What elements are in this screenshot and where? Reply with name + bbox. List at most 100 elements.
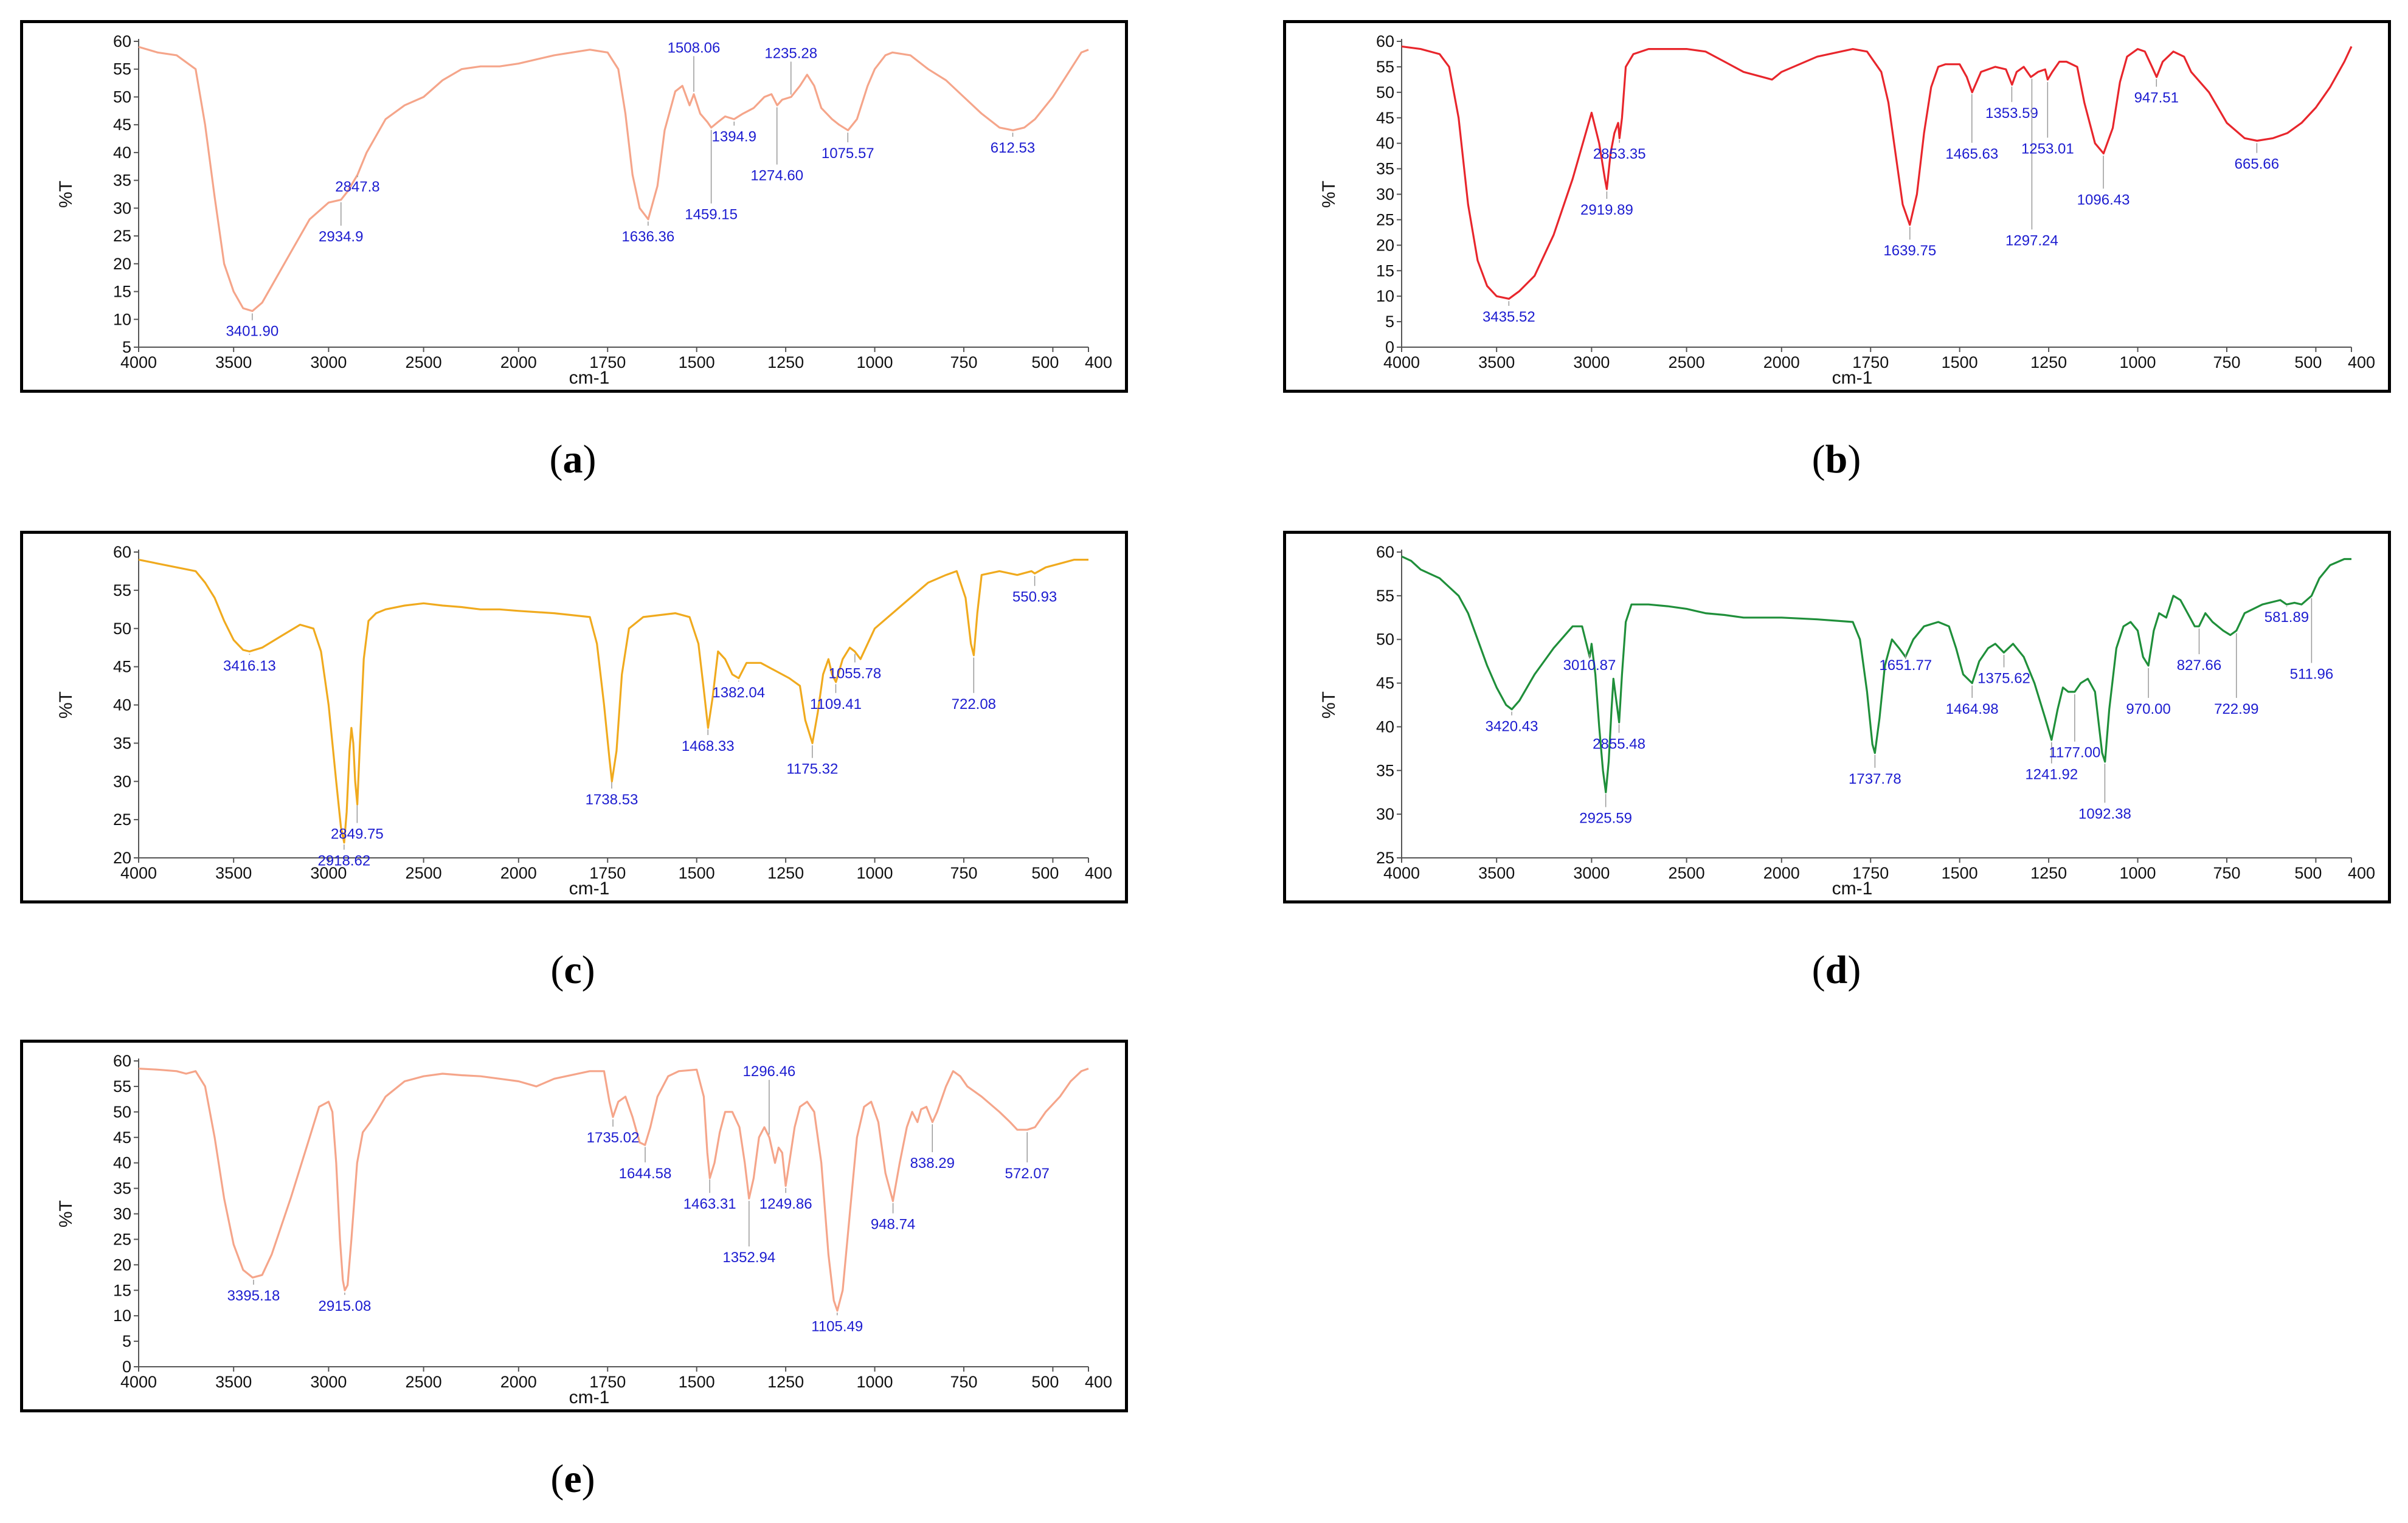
peak-label: 3401.90 bbox=[226, 323, 279, 340]
x-tick-label: 3000 bbox=[310, 864, 347, 882]
y-tick-label: 50 bbox=[113, 620, 131, 638]
y-tick-label: 25 bbox=[113, 227, 131, 245]
x-tick-label: 4000 bbox=[1383, 864, 1420, 882]
peak-label: 2915.08 bbox=[319, 1298, 372, 1314]
peak-label: 2855.48 bbox=[1593, 736, 1645, 752]
x-tick-label: 400 bbox=[1085, 353, 1112, 371]
x-tick-label: 4000 bbox=[120, 1373, 157, 1391]
y-tick-label: 10 bbox=[113, 310, 131, 328]
chart-panel-e: 0 5 10 15 20 25 30 35 40 45 50 55 60 4000 3500 3000 2500… bbox=[20, 1040, 1128, 1412]
chart-panel-d: 25 30 35 40 45 50 55 60 4000 3500 3000 2500 2000 1750… bbox=[1283, 531, 2391, 903]
peak-label: 722.99 bbox=[2214, 701, 2258, 717]
y-tick-label: 60 bbox=[1376, 543, 1394, 561]
chart-panel-c: 20 25 30 35 40 45 50 55 60 4000 3500 3000 2500 2000 17… bbox=[20, 531, 1128, 903]
peak-label: 2847.8 bbox=[335, 179, 379, 195]
x-tick-label: 400 bbox=[2348, 864, 2375, 882]
peak-label: 2918.62 bbox=[317, 853, 370, 869]
x-tick-label: 2000 bbox=[500, 353, 537, 371]
x-tick-label: 1500 bbox=[679, 353, 715, 371]
y-axis-label: %T bbox=[56, 1200, 76, 1228]
x-tick-label: 3000 bbox=[1573, 864, 1610, 882]
x-tick-label: 1250 bbox=[767, 864, 804, 882]
x-tick-label: 2500 bbox=[406, 864, 442, 882]
y-tick-label: 40 bbox=[113, 143, 131, 162]
y-tick-label: 45 bbox=[1376, 674, 1394, 692]
x-tick-label: 2000 bbox=[500, 1373, 537, 1391]
x-tick-label: 1750 bbox=[1852, 864, 1889, 882]
peak-label: 1241.92 bbox=[2025, 767, 2078, 783]
y-tick-label: 5 bbox=[1385, 313, 1394, 331]
y-tick-label: 60 bbox=[1376, 32, 1394, 50]
peak-label: 1508.06 bbox=[668, 40, 721, 56]
peak-label: 1459.15 bbox=[685, 207, 738, 223]
x-tick-label: 3500 bbox=[215, 1373, 252, 1391]
y-tick-label: 60 bbox=[113, 1052, 131, 1070]
peak-label: 1735.02 bbox=[587, 1130, 640, 1146]
peak-label: 1055.78 bbox=[828, 665, 881, 682]
y-axis-label: %T bbox=[1319, 691, 1339, 719]
ir-spectrum-e: 0 5 10 15 20 25 30 35 40 45 50 55 60 4000 3500 3000 2500… bbox=[56, 1052, 1112, 1407]
caption-c: (c) bbox=[550, 948, 595, 992]
x-tick-label: 1500 bbox=[679, 864, 715, 882]
x-tick-label: 3500 bbox=[1478, 864, 1515, 882]
x-tick-label: 1500 bbox=[1942, 864, 1978, 882]
peak-label: 1651.77 bbox=[1879, 657, 1932, 674]
y-tick-label: 30 bbox=[113, 199, 131, 217]
peak-label: 948.74 bbox=[871, 1217, 915, 1233]
y-tick-label: 45 bbox=[113, 658, 131, 676]
y-tick-label: 25 bbox=[113, 810, 131, 829]
y-tick-label: 0 bbox=[1385, 338, 1394, 356]
y-tick-label: 55 bbox=[1376, 587, 1394, 605]
peak-label: 1096.43 bbox=[2077, 192, 2130, 208]
ir-spectrum-d: 25 30 35 40 45 50 55 60 4000 3500 3000 2500 2000 1750… bbox=[1319, 543, 2375, 899]
y-tick-label: 35 bbox=[113, 171, 131, 190]
peak-label: 1738.53 bbox=[586, 792, 638, 808]
ir-spectrum-b: 0 5 10 15 20 25 30 35 40 45 50 55 60 4000 3500 3000 2500… bbox=[1319, 32, 2375, 388]
y-tick-label: 25 bbox=[113, 1230, 131, 1248]
chart-panel-a: 5 10 15 20 25 30 35 40 45 50 55 60 4000 3500 3000 2500 2… bbox=[20, 20, 1128, 393]
peak-label: 581.89 bbox=[2264, 609, 2309, 626]
peak-label: 1175.32 bbox=[786, 761, 838, 778]
x-tick-label: 1250 bbox=[767, 1373, 804, 1391]
y-tick-label: 20 bbox=[1376, 236, 1394, 254]
x-tick-label: 1750 bbox=[1852, 353, 1889, 371]
peak-label: 1109.41 bbox=[810, 696, 862, 713]
x-tick-label: 3500 bbox=[215, 353, 252, 371]
peak-label: 3010.87 bbox=[1563, 657, 1616, 674]
peak-label: 1394.9 bbox=[712, 129, 756, 145]
x-tick-label: 1000 bbox=[2120, 353, 2156, 371]
x-tick-label: 1000 bbox=[2120, 864, 2156, 882]
peak-label: 722.08 bbox=[952, 696, 996, 713]
x-tick-label: 750 bbox=[2213, 353, 2240, 371]
x-tick-label: 4000 bbox=[120, 864, 157, 882]
y-tick-label: 35 bbox=[1376, 160, 1394, 178]
caption-d: (d) bbox=[1811, 948, 1861, 992]
peak-label: 1644.58 bbox=[619, 1166, 672, 1182]
peak-label: 612.53 bbox=[991, 140, 1035, 156]
y-tick-label: 50 bbox=[113, 1103, 131, 1121]
peak-label: 1235.28 bbox=[764, 45, 817, 61]
peak-label: 1463.31 bbox=[683, 1196, 736, 1212]
peak-label: 1092.38 bbox=[2078, 806, 2131, 822]
y-axis-label: %T bbox=[1319, 181, 1339, 208]
x-tick-label: 1750 bbox=[589, 353, 626, 371]
y-tick-label: 20 bbox=[113, 849, 131, 867]
y-tick-label: 50 bbox=[113, 88, 131, 106]
x-tick-label: 1750 bbox=[589, 864, 626, 882]
x-tick-label: 1250 bbox=[2030, 353, 2067, 371]
x-tick-label: 1500 bbox=[679, 1373, 715, 1391]
x-tick-label: 1500 bbox=[1942, 353, 1978, 371]
y-tick-label: 30 bbox=[1376, 805, 1394, 823]
x-tick-label: 500 bbox=[1031, 353, 1059, 371]
y-axis-label: %T bbox=[56, 691, 76, 719]
y-tick-label: 15 bbox=[1376, 261, 1394, 280]
spectrum-line bbox=[138, 1068, 1089, 1312]
y-tick-label: 25 bbox=[1376, 849, 1394, 867]
y-tick-label: 30 bbox=[113, 1205, 131, 1223]
x-axis-label: cm-1 bbox=[569, 1387, 610, 1407]
peak-label: 1352.94 bbox=[722, 1249, 775, 1266]
y-tick-label: 60 bbox=[113, 543, 131, 561]
x-tick-label: 750 bbox=[950, 1373, 977, 1391]
spectrum-line bbox=[138, 559, 1088, 844]
peak-label: 1253.01 bbox=[2021, 140, 2074, 157]
